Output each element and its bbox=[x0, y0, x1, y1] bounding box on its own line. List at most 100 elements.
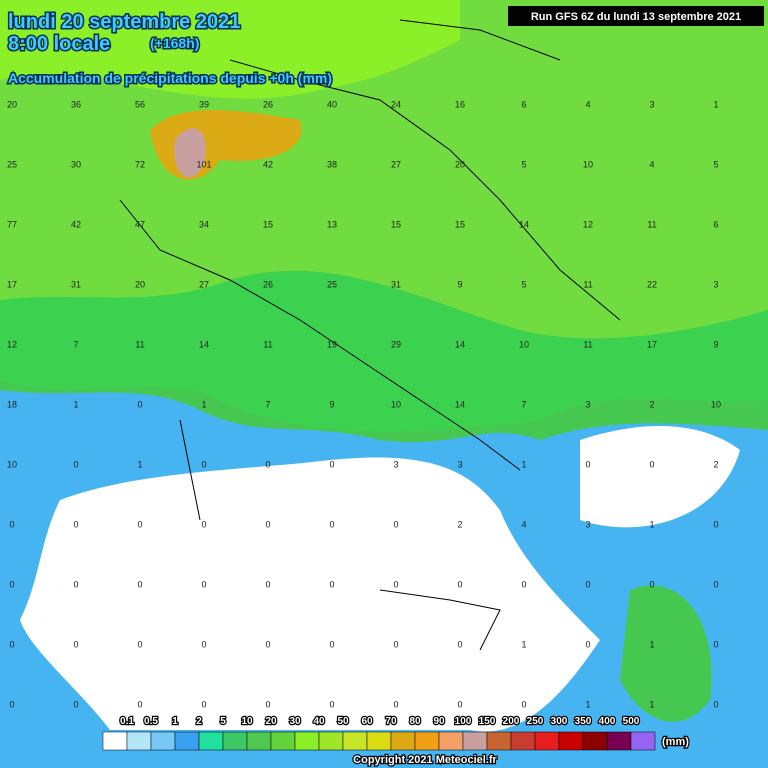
grid-value: 0 bbox=[329, 639, 334, 649]
grid-value: 10 bbox=[519, 339, 529, 349]
grid-value: 11 bbox=[263, 339, 272, 349]
grid-value: 1 bbox=[73, 399, 78, 409]
legend-label: 0.5 bbox=[144, 716, 158, 727]
grid-value: 9 bbox=[457, 279, 462, 289]
grid-value: 0 bbox=[649, 579, 654, 589]
legend-swatch bbox=[342, 731, 368, 751]
legend-swatch bbox=[462, 731, 488, 751]
legend-swatch bbox=[582, 731, 608, 751]
legend-swatch bbox=[318, 731, 344, 751]
legend-label: 90 bbox=[433, 716, 445, 727]
grid-value: 0 bbox=[73, 519, 78, 529]
grid-value: 12 bbox=[583, 219, 593, 229]
grid-value: 0 bbox=[9, 519, 14, 529]
legend-swatch bbox=[534, 731, 560, 751]
grid-value: 0 bbox=[329, 579, 334, 589]
grid-value: 0 bbox=[585, 579, 590, 589]
grid-value: 30 bbox=[71, 159, 81, 169]
grid-value: 0 bbox=[265, 459, 270, 469]
grid-value: 0 bbox=[393, 579, 398, 589]
legend-label: 350 bbox=[575, 716, 592, 727]
grid-value: 0 bbox=[521, 579, 526, 589]
grid-value: 2 bbox=[457, 519, 462, 529]
grid-value: 0 bbox=[265, 639, 270, 649]
grid-value: 4 bbox=[649, 159, 654, 169]
legend-label: 5 bbox=[220, 716, 226, 727]
grid-value: 5 bbox=[521, 279, 526, 289]
grid-value: 0 bbox=[329, 459, 334, 469]
grid-value: 0 bbox=[585, 639, 590, 649]
legend-swatch bbox=[366, 731, 392, 751]
run-box bbox=[508, 6, 764, 26]
grid-value: 7 bbox=[521, 399, 526, 409]
grid-value: 14 bbox=[455, 339, 465, 349]
grid-value: 38 bbox=[327, 159, 337, 169]
legend-label: 20 bbox=[265, 716, 277, 727]
field-high bbox=[0, 0, 460, 99]
grid-value: 39 bbox=[199, 99, 209, 109]
grid-value: 11 bbox=[135, 339, 144, 349]
legend-swatch bbox=[438, 731, 464, 751]
grid-value: 0 bbox=[713, 579, 718, 589]
grid-value: 10 bbox=[711, 399, 721, 409]
grid-value: 3 bbox=[649, 99, 654, 109]
grid-value: 0 bbox=[137, 699, 142, 709]
grid-value: 101 bbox=[196, 159, 211, 169]
grid-value: 16 bbox=[455, 99, 465, 109]
grid-value: 11 bbox=[647, 219, 656, 229]
legend-swatch bbox=[246, 731, 272, 751]
legend-label: 60 bbox=[361, 716, 373, 727]
legend-swatch bbox=[390, 731, 416, 751]
field-dry bbox=[20, 457, 600, 732]
grid-value: 72 bbox=[135, 159, 145, 169]
grid-value: 27 bbox=[391, 159, 401, 169]
legend-label: 400 bbox=[599, 716, 616, 727]
grid-value: 22 bbox=[647, 279, 657, 289]
legend-label: 500 bbox=[623, 716, 640, 727]
grid-value: 1 bbox=[201, 399, 206, 409]
grid-value: 3 bbox=[713, 279, 718, 289]
grid-value: 17 bbox=[647, 339, 657, 349]
grid-value: 0 bbox=[73, 579, 78, 589]
grid-value: 0 bbox=[73, 699, 78, 709]
grid-value: 1 bbox=[649, 519, 654, 529]
legend-label: 40 bbox=[313, 716, 325, 727]
grid-value: 2 bbox=[649, 399, 654, 409]
grid-value: 10 bbox=[7, 459, 17, 469]
grid-value: 6 bbox=[521, 99, 526, 109]
grid-value: 15 bbox=[455, 219, 465, 229]
grid-value: 9 bbox=[713, 339, 718, 349]
grid-value: 56 bbox=[135, 99, 145, 109]
legend-swatch bbox=[630, 731, 656, 751]
grid-value: 13 bbox=[327, 219, 337, 229]
grid-value: 12 bbox=[7, 339, 17, 349]
legend-label: 10 bbox=[241, 716, 253, 727]
grid-value: 0 bbox=[457, 639, 462, 649]
grid-value: 19 bbox=[327, 339, 337, 349]
grid-value: 24 bbox=[391, 99, 401, 109]
legend-label: 50 bbox=[337, 716, 349, 727]
date-title: lundi 20 septembre 2021 bbox=[8, 11, 240, 33]
grid-value: 36 bbox=[71, 99, 81, 109]
legend-label: 70 bbox=[385, 716, 397, 727]
legend-label: 2 bbox=[196, 716, 202, 727]
grid-value: 0 bbox=[137, 579, 142, 589]
grid-value: 31 bbox=[71, 279, 81, 289]
value-grid: 20 36 56 39 26 40 24 16 6 4 3 125 30 72 101 42 38 27 20 5 10… bbox=[7, 99, 721, 709]
grid-value: 5 bbox=[713, 159, 718, 169]
grid-value: 0 bbox=[201, 639, 206, 649]
grid-value: 3 bbox=[585, 399, 590, 409]
grid-value: 0 bbox=[265, 579, 270, 589]
grid-value: 9 bbox=[329, 399, 334, 409]
grid-value: 0 bbox=[713, 699, 718, 709]
grid-value: 3 bbox=[585, 519, 590, 529]
lead-time: (+168h) bbox=[150, 35, 199, 51]
legend-label: 80 bbox=[409, 716, 421, 727]
field-max bbox=[174, 128, 206, 178]
grid-value: 0 bbox=[137, 519, 142, 529]
copyright: Copyright 2021 Meteociel.fr bbox=[353, 754, 497, 766]
grid-value: 1 bbox=[713, 99, 718, 109]
grid-value: 42 bbox=[71, 219, 81, 229]
grid-value: 25 bbox=[7, 159, 17, 169]
legend-label: 30 bbox=[289, 716, 301, 727]
